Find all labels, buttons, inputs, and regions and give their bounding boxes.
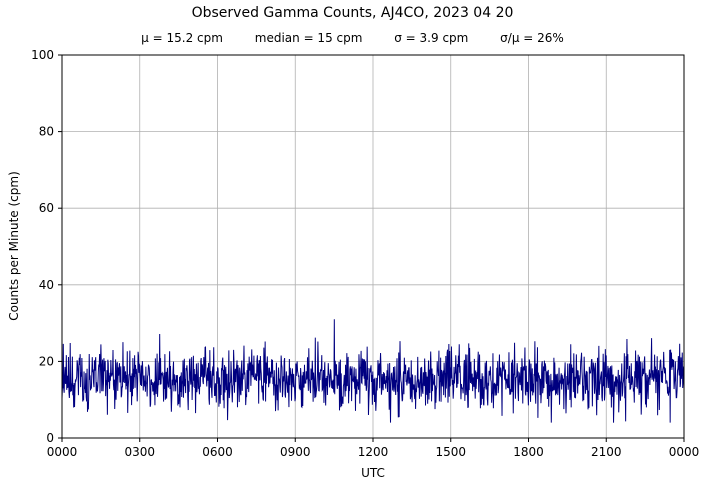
stat-sigma: σ = 3.9 cpm <box>394 31 469 45</box>
x-tick-label: 0600 <box>202 445 233 459</box>
y-tick-label: 80 <box>39 125 54 139</box>
y-tick-label: 0 <box>46 431 54 445</box>
chart-title: Observed Gamma Counts, AJ4CO, 2023 04 20 <box>191 5 514 21</box>
stat-mean: μ = 15.2 cpm <box>141 31 223 45</box>
y-tick-label: 40 <box>39 278 54 292</box>
chart-subtitle: μ = 15.2 cpm median = 15 cpm σ = 3.9 cpm… <box>0 31 705 45</box>
x-tick-label: 2100 <box>591 445 622 459</box>
gamma-counts-series <box>62 319 684 423</box>
x-tick-label: 1500 <box>435 445 466 459</box>
axis-ticks <box>58 54 685 442</box>
x-axis-label: UTC <box>361 466 385 480</box>
y-tick-label: 60 <box>39 201 54 215</box>
x-tick-label: 0000 <box>47 445 78 459</box>
x-tick-label: 1800 <box>513 445 544 459</box>
y-tick-label: 100 <box>31 48 54 62</box>
x-tick-label: 0900 <box>280 445 311 459</box>
x-tick-label: 0000 <box>669 445 700 459</box>
stat-sigma-over-mu: σ/μ = 26% <box>500 31 564 45</box>
stat-median: median = 15 cpm <box>254 31 363 45</box>
x-tick-label: 1200 <box>358 445 389 459</box>
tick-labels: 0 20 40 60 80 100 0000 0300 0600 0900 1200 1500 1800… <box>31 48 699 459</box>
x-tick-label: 0300 <box>124 445 155 459</box>
y-tick-label: 20 <box>39 354 54 368</box>
